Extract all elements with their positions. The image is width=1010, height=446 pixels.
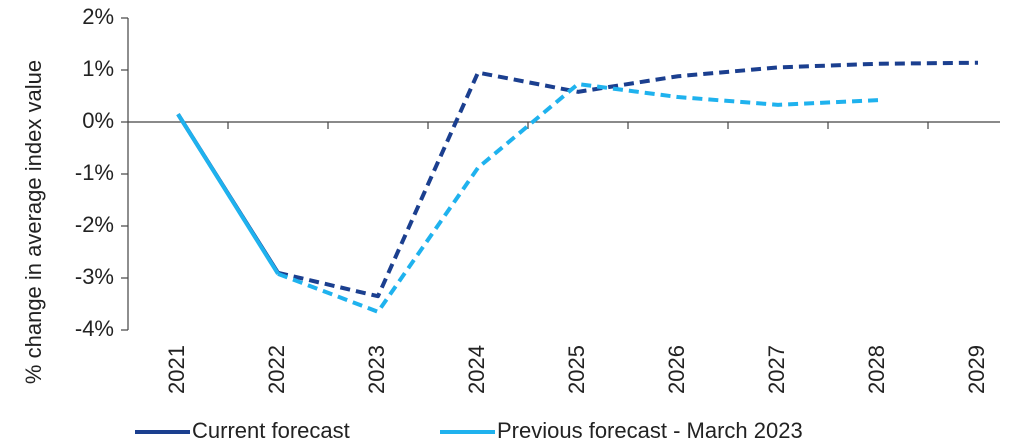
- x-tick-label: 2023: [364, 345, 389, 394]
- x-tick-label: 2025: [564, 345, 589, 394]
- x-tick-label: 2029: [964, 345, 989, 394]
- x-tick-label: 2024: [464, 345, 489, 394]
- x-tick-label: 2027: [764, 345, 789, 394]
- x-tick-label: 2028: [864, 345, 889, 394]
- y-tick-label: -3%: [75, 264, 114, 289]
- y-tick-label: 1%: [82, 56, 114, 81]
- legend-label: Current forecast: [192, 418, 350, 443]
- x-tick-label: 2022: [264, 345, 289, 394]
- y-tick-label: 2%: [82, 4, 114, 29]
- series-line: [277, 82, 879, 314]
- y-tick-label: -1%: [75, 160, 114, 185]
- y-axis-title: % change in average index value: [21, 60, 46, 384]
- y-tick-label: 0%: [82, 108, 114, 133]
- y-tick-label: -4%: [75, 316, 114, 341]
- x-tick-label: 2026: [664, 345, 689, 394]
- legend-label: Previous forecast - March 2023: [497, 418, 803, 443]
- series-line: [176, 113, 280, 275]
- series-line: [277, 60, 979, 299]
- y-tick-label: -2%: [75, 212, 114, 237]
- x-tick-label: 2021: [164, 345, 189, 394]
